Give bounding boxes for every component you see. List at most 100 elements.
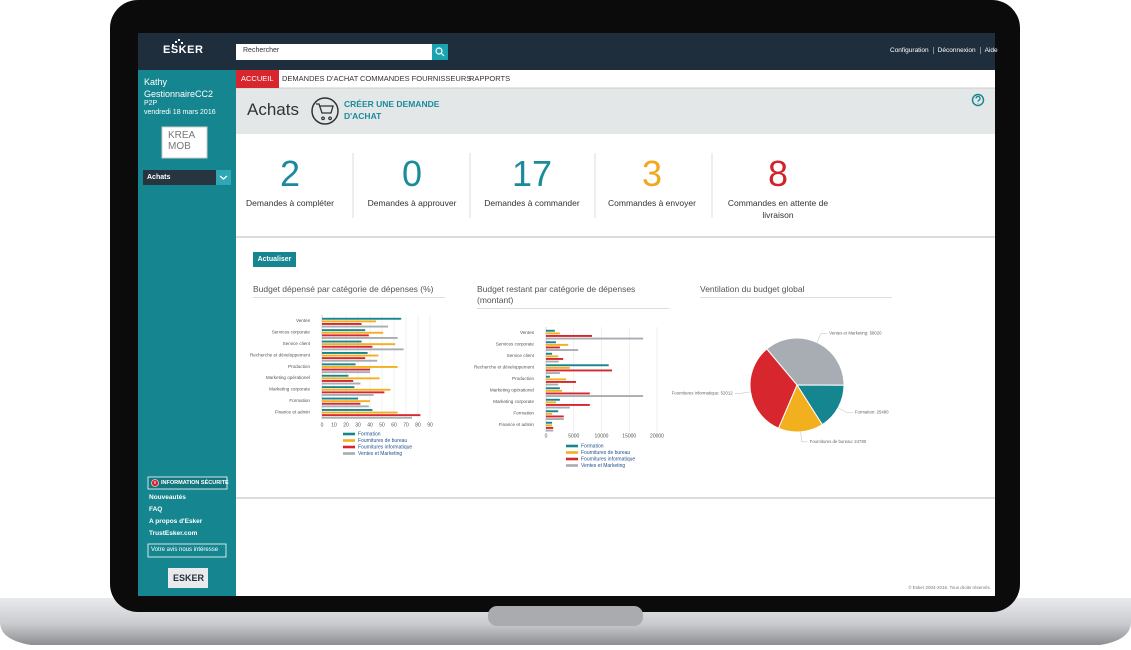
bar: [322, 391, 385, 394]
bar: [546, 346, 560, 349]
leader-line: [734, 391, 751, 394]
bar: [546, 418, 564, 420]
bar: [546, 352, 553, 355]
bar: [546, 355, 559, 358]
side-link[interactable]: A propos d'Esker: [149, 518, 203, 525]
side-link[interactable]: TrustEsker.com: [149, 530, 198, 537]
bar: [322, 354, 379, 357]
bar: [322, 374, 349, 377]
bar: [546, 421, 553, 424]
bar: [322, 345, 373, 348]
bar: [546, 360, 559, 363]
x-tick-label: 20000: [650, 433, 664, 439]
dot: [175, 41, 177, 43]
x-tick-label: 90: [427, 422, 433, 428]
bar: [546, 412, 553, 415]
category-label: Finance et admin: [499, 422, 535, 427]
security-button[interactable]: [147, 476, 228, 490]
kpi-label: Commandes en attente de livraison: [727, 198, 829, 220]
bar: [546, 337, 644, 340]
x-tick-label: 70: [403, 422, 409, 428]
bar: [322, 382, 361, 385]
bar: [546, 375, 550, 378]
bar: [546, 366, 570, 369]
bar: [546, 429, 554, 432]
x-tick-label: 60: [391, 422, 397, 428]
x-tick-label: 40: [367, 422, 373, 428]
bar: [546, 358, 564, 360]
category-label: Ventes: [520, 330, 535, 335]
x-tick-label: 20: [343, 422, 349, 428]
category-label: Finance et admin: [275, 409, 311, 414]
category-label: Formation: [289, 398, 310, 403]
nav-tab[interactable]: DEMANDES D'ACHAT: [282, 74, 359, 83]
feedback-button[interactable]: [147, 543, 227, 558]
kpi-value: 3: [641, 153, 663, 194]
kpi-value: 0: [401, 153, 423, 194]
bar: [546, 364, 609, 367]
nav-tab[interactable]: COMMANDES FOURNISSEURS: [360, 74, 472, 83]
logo-mark: [172, 39, 183, 46]
legend-label: Ventes et Marketing: [358, 451, 402, 457]
bar: [546, 378, 566, 381]
bar: [546, 383, 559, 386]
legend-swatch: [343, 439, 355, 442]
search-button[interactable]: [432, 44, 448, 60]
tab-line: [236, 87, 995, 89]
top-link[interactable]: Configuration: [890, 47, 929, 54]
bar: [546, 395, 644, 397]
legend-swatch: [343, 445, 355, 449]
leader-line: [816, 333, 828, 343]
search-placeholder: Rechercher: [243, 47, 280, 54]
bar: [546, 427, 554, 429]
bar: [322, 352, 368, 354]
legend-label: Fournitures de bureau: [358, 438, 407, 444]
legend-swatch: [343, 432, 355, 436]
x-tick-label: 80: [415, 422, 421, 428]
bar: [546, 343, 569, 346]
bar: [546, 404, 590, 406]
category-label: Recherche et développement: [474, 365, 535, 370]
company-word: KREA: [168, 130, 196, 141]
notch: [488, 606, 643, 626]
security-label: INFORMATION SÉCURITÉ: [161, 480, 229, 486]
menu-select[interactable]: [143, 170, 216, 185]
bar: [322, 402, 361, 405]
cart-icon[interactable]: [311, 97, 339, 125]
side-link[interactable]: FAQ: [149, 506, 163, 513]
chevron: [219, 175, 228, 180]
side-link[interactable]: Nouveautés: [149, 494, 186, 501]
menu-arrow[interactable]: [216, 170, 231, 185]
bar: [322, 409, 373, 411]
bar: [322, 400, 370, 403]
top-link[interactable]: Déconnexion: [932, 47, 980, 54]
create-request[interactable]: CRÉER UNE DEMANDE D'ACHAT: [344, 99, 440, 121]
legend-label: Formation: [581, 443, 604, 449]
dot: [178, 39, 180, 41]
search-input[interactable]: [236, 44, 432, 60]
x-tick-label: 30: [355, 422, 361, 428]
legend-label: Fournitures informatique: [581, 456, 635, 462]
chart-title: Ventilation du budget global: [700, 284, 892, 298]
kpi-label: Demandes à commander: [484, 198, 580, 208]
date: vendredi 18 mars 2016: [144, 109, 216, 116]
help-icon[interactable]: [971, 93, 985, 107]
nav-tab[interactable]: ACCUEIL: [236, 70, 279, 88]
category-label: Production: [288, 364, 310, 369]
page-header: [236, 88, 995, 134]
x-tick-label: 10: [331, 422, 337, 428]
x-tick-label: 50: [379, 422, 385, 428]
bar: [322, 414, 421, 417]
bar: [322, 325, 388, 328]
top-link[interactable]: Aide: [979, 47, 1002, 54]
kpi-value: 2: [279, 153, 301, 194]
legend-label: Formation: [358, 431, 381, 437]
company-name: KREA MOB: [168, 130, 195, 152]
category-label: Production: [512, 376, 534, 381]
kpi-value: 17: [511, 153, 553, 194]
nav-tab[interactable]: RAPPORTS: [469, 74, 511, 83]
refresh-button[interactable]: [253, 252, 296, 267]
separator: [236, 497, 995, 499]
bar: [546, 401, 556, 404]
